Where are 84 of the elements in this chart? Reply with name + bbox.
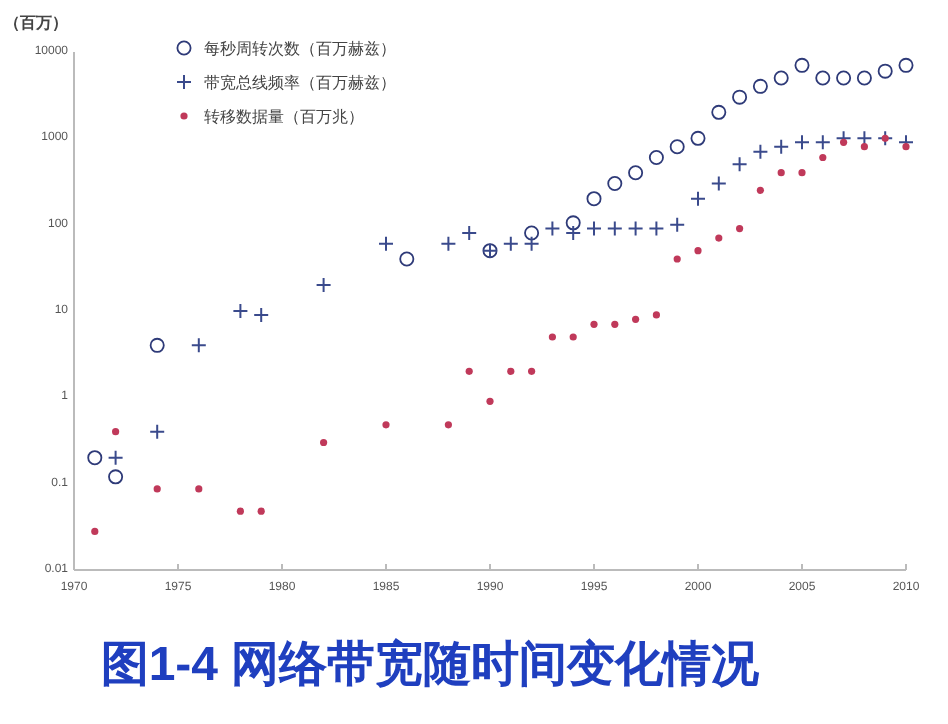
point (731, 156, 748, 173)
point (195, 485, 203, 493)
point (548, 333, 556, 341)
point (112, 428, 120, 436)
point (382, 421, 390, 429)
point (399, 251, 415, 267)
point (611, 320, 619, 328)
point (777, 169, 785, 177)
legend-label: 带宽总线频率（百万赫兹） (204, 74, 396, 92)
point (715, 234, 723, 242)
point (794, 134, 810, 151)
point (565, 215, 581, 231)
legend-label: 转移数据量（百万兆） (204, 108, 364, 126)
point (819, 153, 827, 162)
point (524, 225, 540, 241)
point (565, 225, 582, 242)
point (315, 277, 332, 294)
point (465, 367, 473, 375)
point (87, 450, 103, 466)
point (378, 235, 394, 252)
point (440, 235, 457, 252)
point (690, 190, 706, 207)
point (632, 315, 640, 323)
point (756, 186, 764, 194)
point (628, 165, 644, 181)
point (586, 191, 602, 207)
point (877, 63, 893, 79)
point (814, 134, 831, 151)
point (444, 421, 452, 429)
point (773, 138, 790, 155)
y-axis-title: （百万） (4, 14, 68, 32)
point (898, 57, 914, 73)
point (673, 255, 681, 263)
point (690, 130, 706, 146)
point (902, 143, 910, 151)
point (607, 175, 623, 191)
point (732, 89, 748, 105)
text: 图1-4 网络带宽随时间变化情况 (100, 638, 762, 692)
point (320, 438, 328, 447)
point (773, 70, 789, 86)
point (149, 337, 165, 353)
point (502, 235, 519, 252)
legend-label: 每秒周转次数（百万赫兹） (204, 40, 396, 58)
point (710, 175, 727, 192)
point (606, 220, 623, 237)
point (736, 225, 744, 233)
point (544, 220, 561, 237)
point (836, 70, 852, 86)
point (91, 527, 99, 535)
point (794, 57, 810, 73)
point (669, 216, 686, 233)
point (840, 138, 848, 146)
point (528, 367, 536, 375)
point (523, 235, 540, 252)
point (694, 247, 702, 255)
point (652, 311, 660, 319)
point (107, 449, 124, 466)
point (590, 320, 598, 328)
point (881, 134, 889, 142)
point (856, 70, 872, 86)
point (752, 143, 769, 160)
point (153, 485, 161, 493)
point (236, 507, 244, 515)
point (486, 397, 494, 405)
point (257, 507, 265, 515)
point (461, 225, 478, 242)
point (648, 220, 665, 237)
point (190, 337, 207, 354)
point (860, 143, 868, 151)
point (253, 306, 270, 323)
point (569, 333, 577, 341)
point (586, 220, 602, 237)
point (627, 220, 644, 237)
point (815, 70, 831, 86)
point (232, 303, 249, 319)
point (149, 423, 166, 440)
point (669, 139, 685, 155)
point (507, 367, 515, 375)
point (752, 78, 768, 94)
point (711, 104, 727, 120)
point (108, 469, 124, 485)
point (877, 130, 894, 147)
point (648, 149, 664, 165)
point (798, 169, 806, 177)
